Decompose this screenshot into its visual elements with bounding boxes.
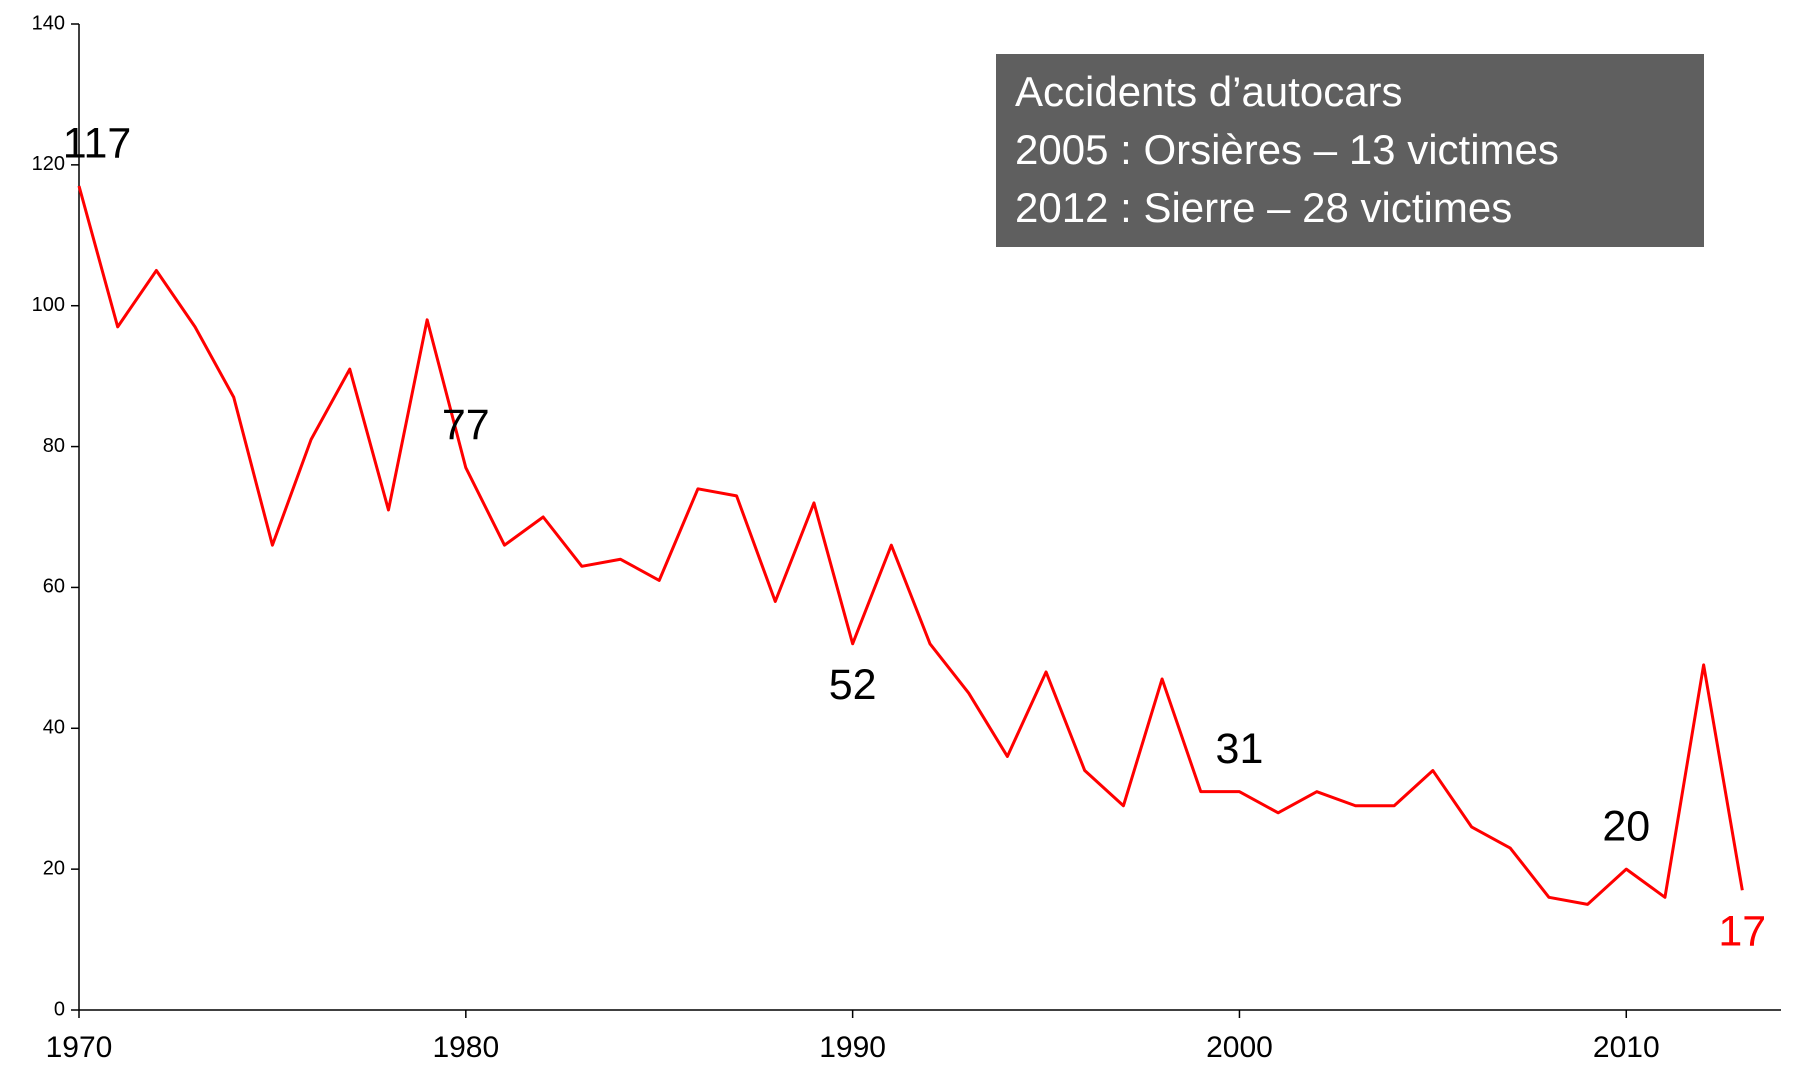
x-tick-label: 1970 [46, 1031, 113, 1064]
y-tick-label: 100 [32, 294, 65, 316]
y-tick-label: 40 [43, 717, 65, 739]
value-label: 17 [1718, 908, 1766, 956]
value-label: 77 [442, 401, 490, 449]
annotation-line: 2012 : Sierre – 28 victimes [1015, 184, 1512, 231]
y-tick-label: 20 [43, 857, 65, 879]
y-tick-label: 80 [43, 435, 65, 457]
annotation-line: Accidents d’autocars [1015, 68, 1403, 115]
x-tick-label: 2010 [1593, 1031, 1660, 1064]
y-tick-label: 60 [43, 576, 65, 598]
x-tick-label: 1980 [432, 1031, 499, 1064]
value-label: 20 [1602, 803, 1650, 851]
x-tick-label: 2000 [1206, 1031, 1273, 1064]
value-label: 117 [63, 119, 132, 167]
x-tick-label: 1990 [819, 1031, 886, 1064]
annotation-line: 2005 : Orsières – 13 victimes [1015, 126, 1559, 173]
annotation-box [996, 54, 1704, 247]
series-line [77, 185, 1744, 906]
value-label: 31 [1216, 725, 1264, 773]
value-label: 52 [829, 661, 877, 709]
y-tick-label: 120 [32, 153, 65, 175]
y-tick-label: 140 [32, 12, 65, 34]
y-tick-label: 0 [54, 998, 65, 1020]
